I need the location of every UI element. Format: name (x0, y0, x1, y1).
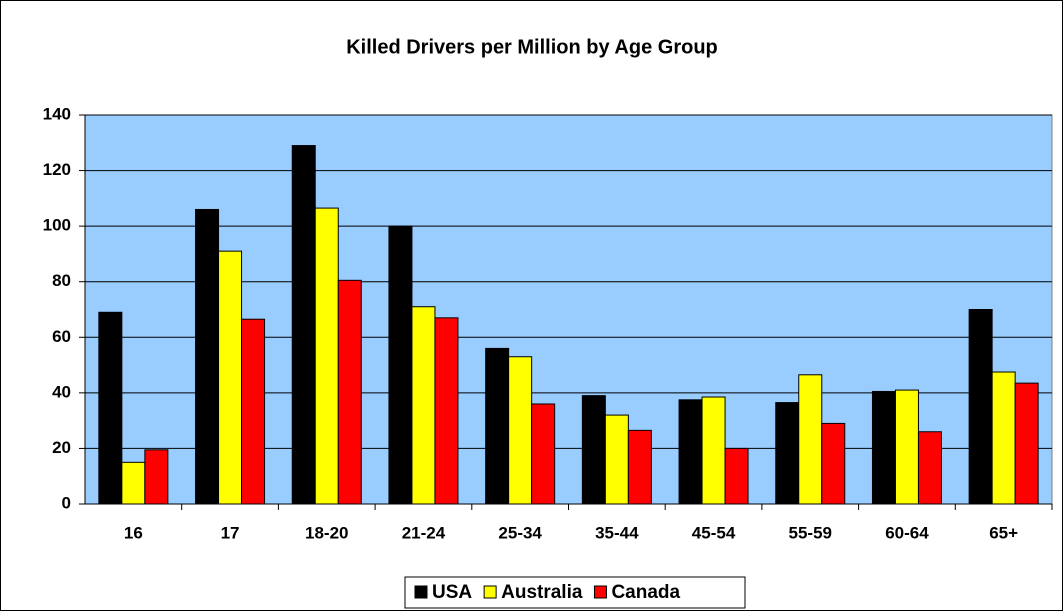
bar (314, 207, 339, 505)
x-tick-label: 60-64 (885, 523, 929, 542)
bar (388, 225, 413, 505)
bar (291, 145, 316, 505)
bar (798, 374, 823, 505)
bar (581, 395, 606, 505)
bar (821, 422, 846, 505)
y-tick-label: 140 (43, 104, 71, 123)
y-tick-label: 120 (43, 160, 71, 179)
bar (701, 396, 726, 505)
bar (531, 403, 556, 505)
y-tick-label: 100 (43, 216, 71, 235)
legend-label: Canada (611, 582, 680, 603)
legend-label: USA (432, 582, 472, 603)
x-tick-label: 65+ (989, 523, 1018, 542)
bar (917, 431, 942, 505)
y-tick-label: 60 (52, 327, 71, 346)
bar (195, 208, 220, 505)
chart-title: Killed Drivers per Million by Age Group (346, 36, 718, 58)
bar (98, 311, 123, 505)
legend-swatch (593, 585, 607, 599)
bar (894, 389, 919, 505)
bar (144, 449, 169, 505)
x-tick-label: 55-59 (789, 523, 832, 542)
y-tick-label: 80 (52, 271, 71, 290)
x-tick-label: 17 (221, 523, 240, 542)
bar (604, 414, 629, 505)
bar (121, 461, 146, 505)
y-tick-label: 40 (52, 382, 71, 401)
bar (1014, 382, 1039, 505)
y-tick-label: 20 (52, 438, 71, 457)
bar (241, 318, 266, 505)
bar (968, 309, 993, 505)
bar (627, 429, 652, 505)
bar (991, 371, 1016, 505)
x-tick-label: 45-54 (692, 523, 736, 542)
y-tick-label: 0 (62, 493, 71, 512)
bar (508, 356, 533, 505)
bar (485, 347, 510, 505)
x-tick-label: 18-20 (305, 523, 348, 542)
x-tick-label: 25-34 (498, 523, 542, 542)
bar (724, 447, 749, 505)
bar (218, 250, 243, 505)
x-tick-label: 16 (124, 523, 143, 542)
x-tick-label: 21-24 (402, 523, 446, 542)
bar (871, 390, 896, 505)
bar (411, 306, 436, 505)
bar (775, 402, 800, 505)
bar (337, 279, 362, 505)
bar (678, 399, 703, 505)
legend-swatch (483, 585, 497, 599)
x-tick-label: 35-44 (595, 523, 639, 542)
legend-label: Australia (501, 582, 583, 603)
legend-box (404, 576, 746, 609)
legend-swatch (414, 585, 428, 599)
bar (434, 317, 459, 505)
